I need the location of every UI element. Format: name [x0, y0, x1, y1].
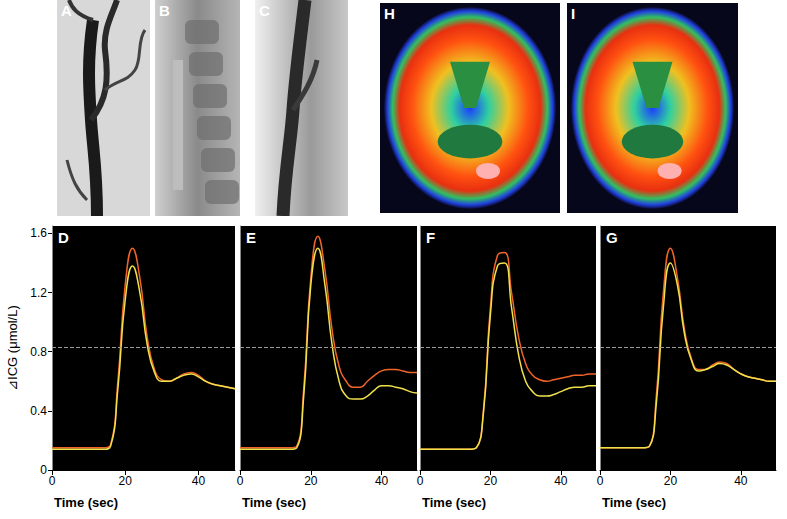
svg-text:0: 0 — [237, 474, 244, 488]
svg-text:20: 20 — [304, 474, 318, 488]
html-text:I: I — [571, 5, 576, 22]
svg-text:20: 20 — [484, 474, 498, 488]
svg-text:40: 40 — [375, 474, 389, 488]
svg-text:20: 20 — [664, 474, 678, 488]
svg-text:0: 0 — [597, 474, 604, 488]
html-text:H: H — [384, 5, 395, 22]
svg-text:0.8: 0.8 — [30, 345, 47, 359]
html-text:C: C — [259, 2, 270, 19]
svg-text:F: F — [426, 229, 435, 246]
svg-text:0: 0 — [40, 463, 47, 477]
svg-text:0.4: 0.4 — [30, 404, 47, 418]
svg-text:⊿ICG (μmol/L): ⊿ICG (μmol/L) — [5, 305, 20, 391]
svg-text:Time (sec): Time (sec) — [54, 495, 118, 510]
svg-text:20: 20 — [119, 474, 133, 488]
svg-text:Time (sec): Time (sec) — [422, 495, 486, 510]
svg-text:0: 0 — [417, 474, 424, 488]
svg-text:40: 40 — [734, 474, 748, 488]
svg-text:1.6: 1.6 — [30, 226, 47, 240]
html-text:B: B — [159, 2, 170, 19]
svg-text:G: G — [606, 229, 618, 246]
svg-text:1.2: 1.2 — [30, 286, 47, 300]
svg-text:E: E — [246, 229, 256, 246]
svg-text:Time (sec): Time (sec) — [242, 495, 306, 510]
svg-text:40: 40 — [192, 474, 206, 488]
html-text:A: A — [61, 2, 72, 19]
svg-text:Time (sec): Time (sec) — [602, 495, 666, 510]
svg-text:0: 0 — [49, 474, 56, 488]
svg-text:D: D — [58, 229, 69, 246]
svg-text:40: 40 — [554, 474, 568, 488]
